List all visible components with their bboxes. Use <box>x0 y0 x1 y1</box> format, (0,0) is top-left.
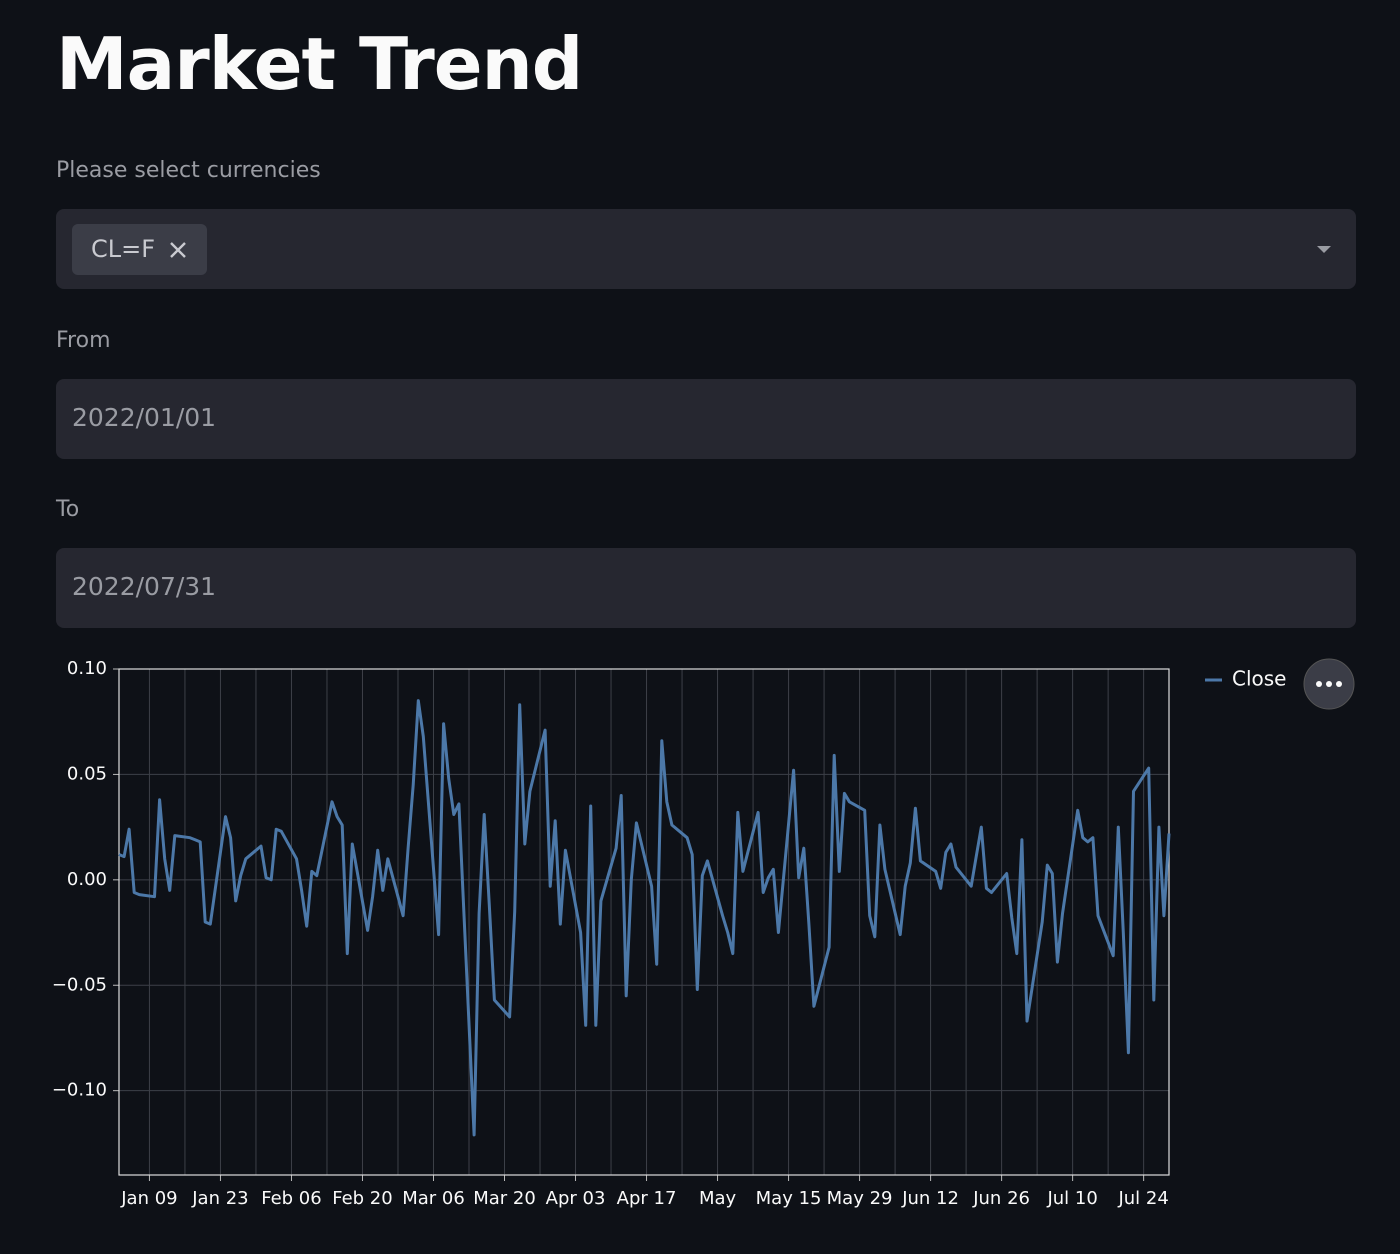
x-tick-label: Jul 10 <box>1046 1188 1097 1209</box>
date-value: 2022/07/31 <box>72 572 217 601</box>
x-tick-label: Jul 24 <box>1117 1188 1168 1209</box>
legend-label: Close <box>1232 667 1286 691</box>
x-tick-label: Apr 17 <box>617 1188 677 1209</box>
field-label: Please select currencies <box>56 158 321 183</box>
x-tick-label: Jan 09 <box>120 1188 177 1209</box>
x-tick-label: Feb 20 <box>332 1188 393 1209</box>
y-tick-label: 0.10 <box>67 658 107 679</box>
x-tick-label: Jun 26 <box>972 1188 1030 1209</box>
page-title: Market Trend <box>56 22 583 106</box>
chip-label: CL=F <box>91 235 156 263</box>
x-tick-label: Mar 20 <box>473 1188 536 1209</box>
field-label: From <box>56 328 111 353</box>
menu-dot <box>1316 681 1322 687</box>
x-tick-label: Mar 06 <box>402 1188 465 1209</box>
currency-chip[interactable]: CL=F <box>72 224 207 275</box>
date-input[interactable]: 2022/01/01 <box>56 379 1356 459</box>
x-tick-label: Apr 03 <box>546 1188 606 1209</box>
y-tick-label: 0.05 <box>67 763 107 784</box>
x-tick-label: Jan 23 <box>191 1188 248 1209</box>
menu-dot <box>1336 681 1342 687</box>
x-tick-label: May <box>699 1188 737 1209</box>
chip-remove-icon[interactable] <box>168 240 188 260</box>
date-input[interactable]: 2022/07/31 <box>56 548 1356 628</box>
field-label: To <box>56 497 80 522</box>
currency-select[interactable]: CL=F <box>56 209 1356 289</box>
date-value: 2022/01/01 <box>72 403 217 432</box>
y-tick-label: −0.10 <box>52 1080 107 1101</box>
dropdown-caret[interactable] <box>1314 243 1334 255</box>
y-tick-label: −0.05 <box>52 974 107 995</box>
x-tick-label: Jun 12 <box>901 1188 959 1209</box>
plot-frame <box>118 668 1170 1176</box>
y-tick-label: 0.00 <box>67 869 107 890</box>
x-tick-label: May 29 <box>827 1188 893 1209</box>
menu-dot <box>1326 681 1332 687</box>
x-tick-label: Feb 06 <box>261 1188 322 1209</box>
line-series <box>118 699 1171 1137</box>
x-tick-label: May 15 <box>756 1188 822 1209</box>
